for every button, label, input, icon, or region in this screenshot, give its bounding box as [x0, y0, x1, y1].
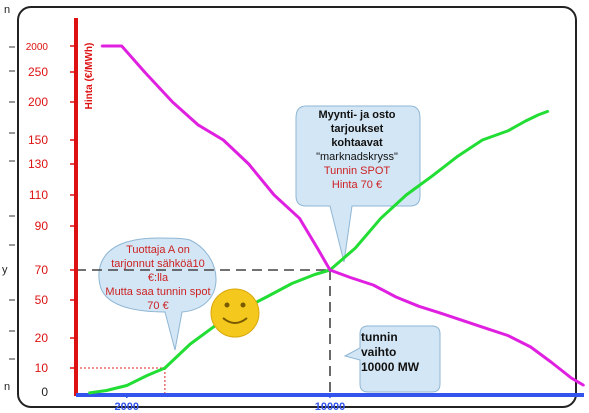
demand-point-8	[298, 217, 301, 220]
chart-frame	[17, 6, 577, 408]
y-tick-label-5: 110	[29, 188, 48, 202]
y-tick-label-8: 50	[35, 293, 49, 307]
market-bubble-shape	[295, 105, 421, 263]
y-tick-label-3: 150	[28, 133, 48, 147]
producer-line-4: 70 €	[147, 300, 169, 312]
y-tick-label-2: 200	[28, 95, 48, 109]
supply-point-18	[507, 130, 509, 132]
market-line-3: kohtaavat	[331, 137, 383, 149]
market-line-2: tarjoukset	[330, 123, 384, 135]
supply-point-10	[314, 273, 316, 276]
supply-point-20	[537, 114, 540, 116]
cropped-text-bottom-left: n	[4, 381, 11, 393]
market-line-5: Tunnin SPOT	[323, 165, 391, 177]
supply-point-17	[481, 139, 484, 141]
series-lines	[87, 44, 585, 395]
guide-lines	[76, 269, 331, 393]
market-line-4: "marknadskryss"	[316, 151, 398, 163]
producer-line-3: Mutta saa tunnin spot	[105, 286, 211, 298]
y-tick-label-1: 250	[28, 65, 48, 79]
supply-point-5	[189, 343, 192, 345]
supply-curve	[88, 109, 549, 395]
demand-point-7	[273, 194, 275, 196]
demand-point-15	[438, 311, 441, 314]
demand-point-4	[197, 124, 199, 126]
volume-line-1: tunnin	[361, 330, 398, 344]
y-tick-label-4: 130	[28, 157, 48, 171]
volume-line-2: vaihto	[361, 345, 397, 359]
x-tick-label-1: 10000	[315, 401, 346, 413]
supply-point-8	[265, 296, 268, 298]
demand-point-3	[171, 101, 174, 103]
volume-bubble-text: tunnin vaihto 10000 MW	[361, 330, 447, 375]
demand-point-16	[461, 319, 463, 322]
supply-point-13	[380, 217, 382, 220]
smiley-icon	[210, 288, 260, 338]
supply-point-3	[146, 374, 148, 377]
supply-point-9	[291, 282, 293, 285]
x-axis-ticks: 2000 10000	[115, 393, 346, 413]
market-line-6: Hinta 70 €	[331, 179, 383, 191]
y-tick-label-10: 10	[35, 361, 49, 375]
demand-point-6	[247, 163, 250, 165]
market-line-1: Myynti- ja osto	[318, 109, 396, 121]
cropped-text-top-left: n	[4, 4, 11, 16]
y-axis-label: Hinta (€/MWh)	[84, 43, 95, 110]
demand-point-9	[316, 247, 319, 249]
demand-point-11	[349, 276, 352, 279]
supply-point-12	[354, 247, 357, 249]
demand-point-5	[222, 139, 225, 141]
demand-point-19	[529, 346, 532, 348]
demand-point-21	[570, 377, 573, 379]
demand-point-17	[484, 327, 486, 329]
supply-point-14	[405, 194, 408, 196]
demand-point-13	[395, 296, 397, 298]
y-tick-label-11: 0	[41, 385, 48, 399]
y-tick-label-7: 70	[35, 263, 49, 277]
y-tick-label-6: 90	[35, 219, 49, 233]
supply-point-2	[126, 384, 128, 387]
demand-point-12	[372, 284, 375, 286]
x-tick-label-0: 2000	[115, 401, 139, 413]
demand-point-0	[100, 45, 103, 47]
producer-bubble-text: Tuottaja A on tarjonnut sähköä10 €:lla M…	[101, 243, 215, 313]
demand-point-20	[550, 361, 552, 363]
demand-point-22	[583, 384, 585, 387]
demand-point-14	[418, 305, 420, 308]
supply-point-1	[105, 389, 108, 392]
supply-point-16	[456, 156, 458, 158]
producer-line-1: Tuottaja A on	[126, 244, 190, 256]
market-bubble-text: Myynti- ja osto tarjoukset kohtaavat "ma…	[296, 108, 418, 192]
demand-point-1	[120, 45, 123, 47]
volume-bubble-shape	[343, 325, 441, 393]
y-tick-label-0: 2000	[26, 42, 49, 53]
supply-point-19	[524, 120, 527, 122]
demand-point-2	[143, 71, 146, 73]
demand-point-10	[329, 269, 331, 271]
supply-point-0	[87, 392, 90, 394]
demand-point-18	[507, 334, 509, 337]
producer-line-2: tarjonnut sähköä10 €:lla	[111, 258, 205, 284]
left-edge-dashes	[9, 46, 15, 360]
y-tick-label-9: 20	[35, 331, 49, 345]
producer-bubble-shape	[98, 237, 217, 351]
volume-line-3: 10000 MW	[361, 360, 420, 374]
supply-point-4	[164, 367, 166, 369]
y-axis-ticks: 2000 250 200 150 130 110 90 70 50 20 10 0	[26, 42, 76, 399]
supply-point-15	[430, 175, 433, 178]
cropped-text-mid-left: y	[2, 264, 8, 276]
supply-point-21	[547, 110, 550, 112]
